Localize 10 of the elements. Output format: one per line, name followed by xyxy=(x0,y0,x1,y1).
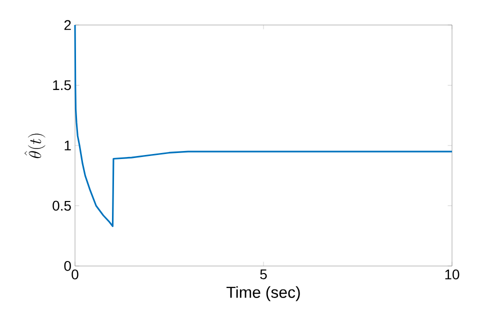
y-tick-label: 2 xyxy=(64,20,71,30)
y-tick-label: 1.5 xyxy=(53,80,71,90)
x-tick-label: 0 xyxy=(72,270,78,280)
y-axis-title: $\hat{\theta}(t)$ xyxy=(24,134,46,158)
y-tick-label: 0 xyxy=(64,261,71,271)
x-tick-label: 5 xyxy=(260,270,267,280)
y-tick-label: 0.5 xyxy=(52,200,71,211)
y-tick-label: 1 xyxy=(64,140,71,150)
x-tick-label: 10 xyxy=(445,270,460,280)
x-axis-title: Time (sec) xyxy=(226,286,300,302)
